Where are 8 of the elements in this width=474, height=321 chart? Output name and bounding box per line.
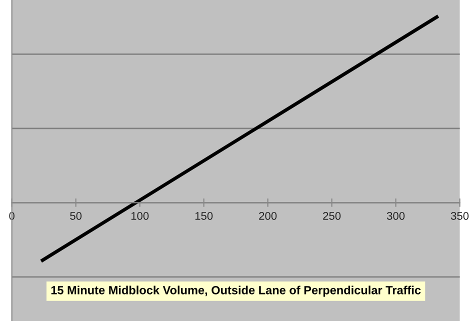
x-tick-label: 100 xyxy=(131,212,149,220)
x-tick-label: 350 xyxy=(450,212,469,220)
x-tick-label: 150 xyxy=(195,212,213,220)
x-tick-label: 200 xyxy=(259,212,277,220)
x-tick-label: 300 xyxy=(386,212,405,220)
x-tick-label: 250 xyxy=(323,212,341,220)
x-tick-label: 50 xyxy=(70,212,82,220)
x-axis-title: 15 Minute Midblock Volume, Outside Lane of Perpendicular Traffic xyxy=(51,286,421,297)
